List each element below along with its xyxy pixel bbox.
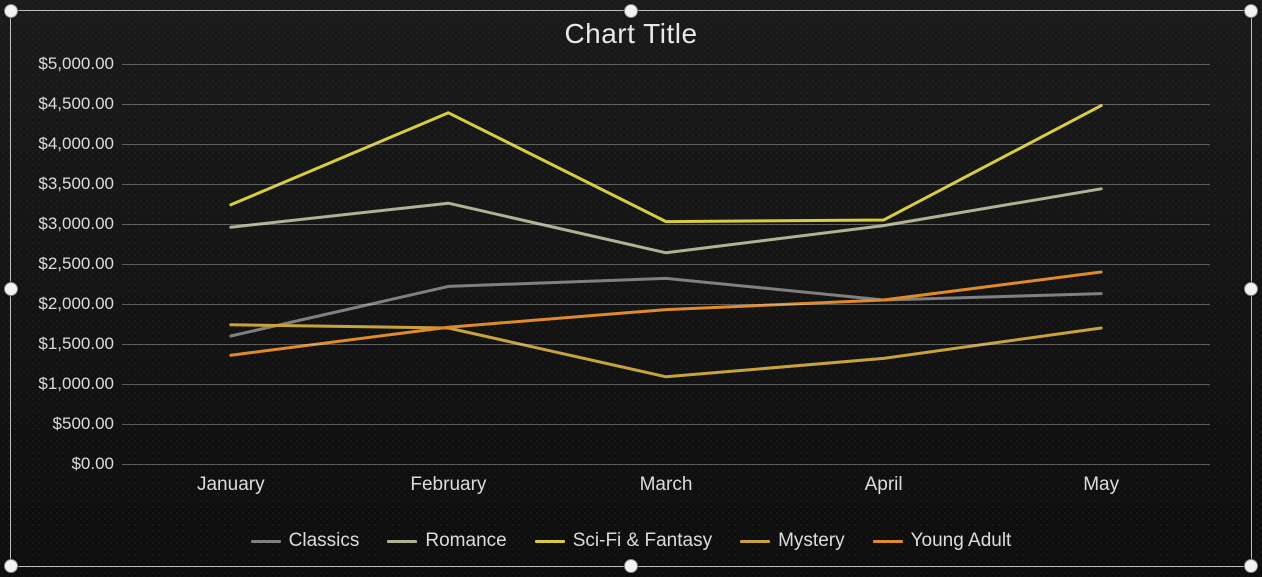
y-tick-label: $0.00 xyxy=(71,454,114,474)
legend-item[interactable]: Young Adult xyxy=(873,530,1012,552)
gridline xyxy=(122,64,1210,65)
y-tick-label: $2,500.00 xyxy=(38,254,114,274)
legend-swatch xyxy=(873,540,903,543)
series-line[interactable] xyxy=(231,325,1101,377)
legend-swatch xyxy=(387,540,417,543)
gridline xyxy=(122,144,1210,145)
gridline xyxy=(122,264,1210,265)
legend[interactable]: Classics Romance Sci-Fi & Fantasy Mystery Yo… xyxy=(0,530,1262,552)
legend-label: Young Adult xyxy=(911,530,1012,552)
y-tick-label: $1,000.00 xyxy=(38,374,114,394)
y-tick-label: $3,000.00 xyxy=(38,214,114,234)
y-tick-label: $4,500.00 xyxy=(38,94,114,114)
legend-label: Romance xyxy=(425,530,506,552)
series-line[interactable] xyxy=(231,272,1101,355)
legend-label: Sci-Fi & Fantasy xyxy=(573,530,712,552)
y-tick-label: $3,500.00 xyxy=(38,174,114,194)
x-tick-label: January xyxy=(197,474,265,496)
y-tick-label: $1,500.00 xyxy=(38,334,114,354)
x-tick-label: February xyxy=(410,474,486,496)
plot-area[interactable]: $0.00$500.00$1,000.00$1,500.00$2,000.00$… xyxy=(122,64,1210,464)
legend-item[interactable]: Romance xyxy=(387,530,506,552)
y-tick-label: $2,000.00 xyxy=(38,294,114,314)
y-tick-label: $4,000.00 xyxy=(38,134,114,154)
x-tick-label: April xyxy=(865,474,903,496)
gridline xyxy=(122,424,1210,425)
x-tick-label: May xyxy=(1083,474,1119,496)
gridline xyxy=(122,104,1210,105)
series-line[interactable] xyxy=(231,106,1101,222)
gridline xyxy=(122,464,1210,465)
gridline xyxy=(122,224,1210,225)
legend-item[interactable]: Mystery xyxy=(740,530,845,552)
y-tick-label: $500.00 xyxy=(53,414,114,434)
x-tick-label: March xyxy=(640,474,693,496)
legend-swatch xyxy=(535,540,565,543)
y-tick-label: $5,000.00 xyxy=(38,54,114,74)
legend-item[interactable]: Sci-Fi & Fantasy xyxy=(535,530,712,552)
gridline xyxy=(122,184,1210,185)
legend-swatch xyxy=(740,540,770,543)
legend-label: Mystery xyxy=(778,530,845,552)
legend-item[interactable]: Classics xyxy=(251,530,360,552)
gridline xyxy=(122,304,1210,305)
gridline xyxy=(122,344,1210,345)
legend-swatch xyxy=(251,540,281,543)
chart-title[interactable]: Chart Title xyxy=(0,18,1262,50)
gridline xyxy=(122,384,1210,385)
legend-label: Classics xyxy=(289,530,360,552)
